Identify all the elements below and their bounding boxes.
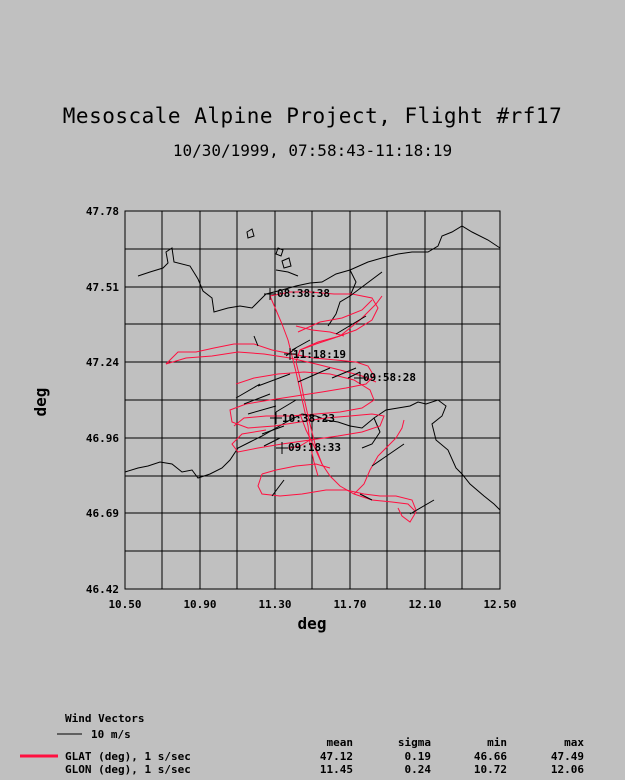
stats-header-max: max [564,736,584,749]
glat-sigma: 0.19 [404,750,432,763]
glat-max: 47.49 [550,750,584,763]
y-tick-label: 47.51 [86,281,119,294]
x-tick-label: 11.30 [258,598,291,611]
x-tick-label: 10.50 [108,598,141,611]
wind-scale-label: 10 m/s [91,728,131,741]
stats-header-min: min [487,736,507,749]
stats-header-mean: mean [326,736,354,749]
time-markers [264,288,366,454]
y-tick-label: 46.96 [86,432,119,445]
x-tick-label: 11.70 [333,598,366,611]
plot-title: Mesoscale Alpine Project, Flight #rf17 [62,104,563,128]
time-label-2: 11:18:19 [293,348,346,361]
glon-min: 10.72 [473,763,507,776]
x-tick-label: 10.90 [183,598,216,611]
glon-mean: 11.45 [319,763,353,776]
time-label-1: 08:38:38 [277,287,330,300]
flight-track [165,291,417,523]
glon-label: GLON (deg), 1 s/sec [65,763,191,776]
x-tick-label: 12.10 [408,598,441,611]
glat-mean: 47.12 [319,750,353,763]
y-tick-label: 46.69 [86,507,119,520]
glon-max: 12.06 [550,763,584,776]
y-tick-label: 46.42 [86,583,119,596]
time-label-3: 09:58:28 [363,371,416,384]
glat-label: GLAT (deg), 1 s/sec [65,750,191,763]
plot-subtitle: 10/30/1999, 07:58:43-11:18:19 [172,141,453,160]
x-axis-label: deg [298,614,327,633]
grid [124,210,501,590]
stats-header-sigma: sigma [397,736,431,749]
glat-min: 46.66 [473,750,507,763]
time-label-4: 10:38:23 [282,412,335,425]
map-borders [124,225,501,511]
wind-vectors [235,271,435,515]
y-tick-label: 47.78 [86,205,119,218]
y-tick-label: 47.24 [86,356,119,369]
wind-vectors-title: Wind Vectors [65,712,145,725]
y-axis-label: deg [31,388,50,417]
x-tick-label: 12.50 [483,598,516,611]
glon-sigma: 0.24 [404,763,432,776]
time-label-5: 09:18:33 [288,441,341,454]
